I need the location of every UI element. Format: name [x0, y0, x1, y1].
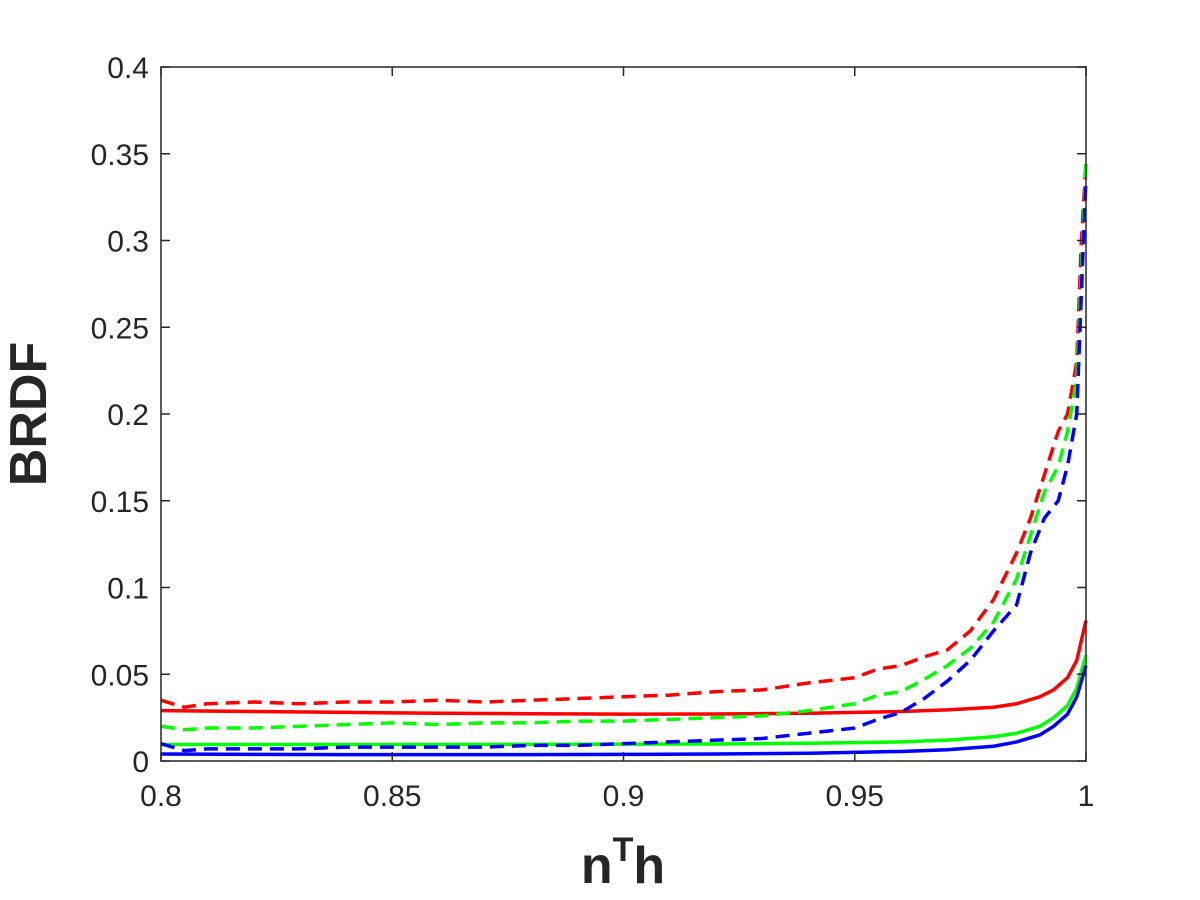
series-layer: [160, 162, 1088, 757]
x-axis-title-tail: h: [633, 837, 665, 895]
x-axis-title-superscript: T: [613, 831, 634, 869]
tick-layer: [160, 66, 1087, 762]
y-tick-label: 0.35: [91, 139, 149, 172]
y-tick-label: 0.2: [107, 399, 149, 432]
series-line-5-dashed: [160, 179, 1088, 753]
x-tick-label: 1: [1078, 780, 1095, 813]
y-tick-label: 0.4: [107, 52, 149, 85]
y-tick-label: 0.3: [107, 226, 149, 259]
x-tick-labels: 0.8 0.85 0.9 0.95 1: [140, 780, 1094, 813]
x-tick-label: 0.8: [140, 780, 182, 813]
y-tick-label: 0.25: [91, 312, 149, 345]
y-tick-label: 0.15: [91, 486, 149, 519]
x-tick-label: 0.9: [603, 780, 645, 813]
x-tick-label: 0.95: [826, 780, 884, 813]
series-line-0-solid: [160, 620, 1088, 716]
plot-area: [161, 67, 1086, 761]
series-line-3-dashed: [160, 162, 1088, 709]
y-tick-label: 0: [132, 746, 149, 779]
series-line-1-solid: [161, 654, 1088, 747]
y-tick-label: 0.1: [107, 573, 149, 606]
x-axis-title-base: n: [581, 837, 613, 895]
x-axis-title: nTh: [581, 831, 665, 895]
series-line-2-solid: [160, 665, 1088, 757]
y-tick-labels: 0 0.05 0.1 0.15 0.2 0.25 0.3 0.35 0.4: [91, 52, 149, 779]
x-tick-label: 0.85: [363, 780, 421, 813]
y-tick-label: 0.05: [91, 659, 149, 692]
y-axis-title: BRDF: [0, 342, 58, 486]
series-line-4-dashed: [160, 162, 1088, 732]
